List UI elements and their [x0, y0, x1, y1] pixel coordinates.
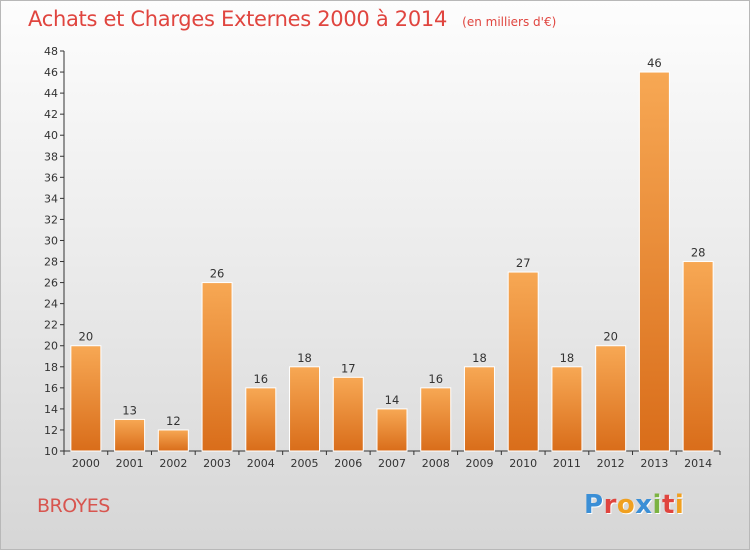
x-tick-label: 2013: [640, 457, 668, 470]
data-label: 46: [647, 56, 662, 70]
y-tick-label: 28: [44, 256, 58, 269]
x-tick-label: 2008: [422, 457, 450, 470]
title-block: Achats et Charges Externes 2000 à 2014 (…: [28, 7, 556, 31]
y-tick-label: 12: [44, 424, 58, 437]
data-label: 18: [560, 351, 575, 365]
logo-letter: i: [674, 490, 685, 520]
data-label: 17: [341, 361, 356, 375]
y-tick-label: 42: [44, 108, 58, 121]
y-tick-label: 24: [44, 298, 58, 311]
city-label: BROYES: [37, 495, 110, 517]
bar: [682, 261, 714, 452]
x-tick-label: 2011: [553, 457, 581, 470]
x-tick-label: 2001: [116, 457, 144, 470]
data-label: 12: [166, 414, 181, 428]
data-label: 18: [297, 351, 312, 365]
logo-letter: P: [584, 490, 604, 520]
data-label: 18: [472, 351, 487, 365]
bar: [463, 366, 495, 452]
bar: [70, 345, 102, 452]
bar: [551, 366, 583, 452]
bar: [376, 408, 408, 452]
y-tick-label: 44: [44, 87, 58, 100]
y-tick-label: 46: [44, 66, 58, 79]
bar: [245, 387, 277, 452]
y-tick-label: 32: [44, 213, 58, 226]
x-tick-label: 2010: [509, 457, 537, 470]
chart-title: Achats et Charges Externes 2000 à 2014: [28, 7, 448, 31]
x-tick-label: 2014: [684, 457, 712, 470]
logo-letter: o: [616, 490, 636, 520]
y-tick-label: 48: [44, 45, 58, 58]
y-tick-label: 38: [44, 150, 58, 163]
data-label: 20: [79, 330, 94, 344]
y-tick-label: 18: [44, 361, 58, 374]
data-label: 13: [122, 403, 137, 417]
y-tick-label: 20: [44, 340, 58, 353]
data-label: 14: [385, 393, 400, 407]
bar: [507, 271, 539, 452]
data-label: 28: [691, 246, 706, 260]
bar: [595, 345, 627, 452]
bar: [638, 71, 670, 452]
data-label: 26: [210, 267, 225, 281]
y-tick-label: 26: [44, 277, 58, 290]
bar: [114, 418, 146, 452]
x-tick-label: 2012: [597, 457, 625, 470]
x-tick-label: 2000: [72, 457, 100, 470]
bar: [201, 282, 233, 452]
data-label: 16: [253, 372, 268, 386]
bar: [332, 376, 364, 452]
y-tick-label: 40: [44, 129, 58, 142]
y-tick-label: 36: [44, 171, 58, 184]
x-tick-label: 2003: [203, 457, 231, 470]
bar: [157, 429, 189, 452]
y-tick-label: 22: [44, 319, 58, 332]
x-tick-label: 2005: [291, 457, 319, 470]
proxiti-logo: Proxiti: [584, 490, 684, 520]
x-tick-label: 2002: [159, 457, 187, 470]
logo-letter: t: [661, 490, 675, 520]
x-tick-label: 2009: [465, 457, 493, 470]
y-tick-label: 14: [44, 403, 58, 416]
bar: [420, 387, 452, 452]
x-tick-label: 2007: [378, 457, 406, 470]
y-tick-label: 30: [44, 234, 58, 247]
logo-letter: r: [603, 490, 617, 520]
y-tick-label: 16: [44, 382, 58, 395]
x-tick-label: 2006: [334, 457, 362, 470]
logo-letter: i: [652, 490, 662, 520]
y-tick-label: 34: [44, 192, 58, 205]
bar: [289, 366, 321, 452]
logo-letter: x: [635, 490, 653, 520]
data-label: 20: [603, 330, 618, 344]
data-label: 27: [516, 256, 531, 270]
data-label: 16: [428, 372, 443, 386]
x-tick-label: 2004: [247, 457, 275, 470]
chart-subtitle: (en milliers d'€): [462, 15, 557, 29]
y-tick-label: 10: [44, 445, 58, 458]
